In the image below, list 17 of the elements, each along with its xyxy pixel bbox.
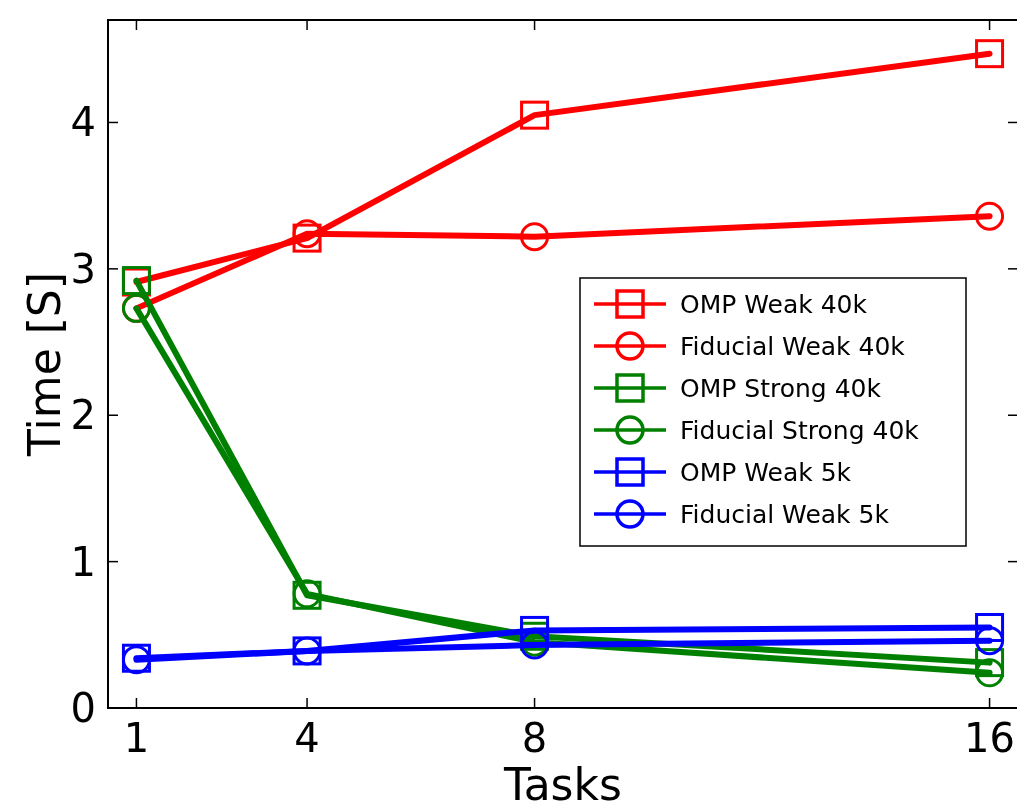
legend-label: Fiducial Weak 40k bbox=[680, 332, 906, 361]
y-tick-label: 2 bbox=[70, 392, 96, 439]
legend-label: Fiducial Weak 5k bbox=[680, 500, 890, 529]
y-tick-label: 1 bbox=[70, 538, 96, 585]
x-tick-label: 4 bbox=[294, 715, 320, 761]
y-tick-label: 0 bbox=[70, 685, 96, 731]
x-axis-title: Tasks bbox=[503, 759, 622, 808]
legend-label: OMP Weak 40k bbox=[680, 290, 868, 319]
y-axis-title: Time [S] bbox=[19, 272, 70, 457]
y-tick-label: 3 bbox=[70, 245, 96, 292]
legend-label: OMP Weak 5k bbox=[680, 458, 852, 487]
x-tick-label: 8 bbox=[521, 715, 548, 761]
legend-label: OMP Strong 40k bbox=[680, 374, 882, 403]
legend-label: Fiducial Strong 40k bbox=[680, 416, 920, 445]
y-tick-label: 4 bbox=[70, 99, 96, 146]
x-tick-label: 1 bbox=[123, 715, 150, 761]
x-tick-label: 16 bbox=[964, 715, 1016, 761]
